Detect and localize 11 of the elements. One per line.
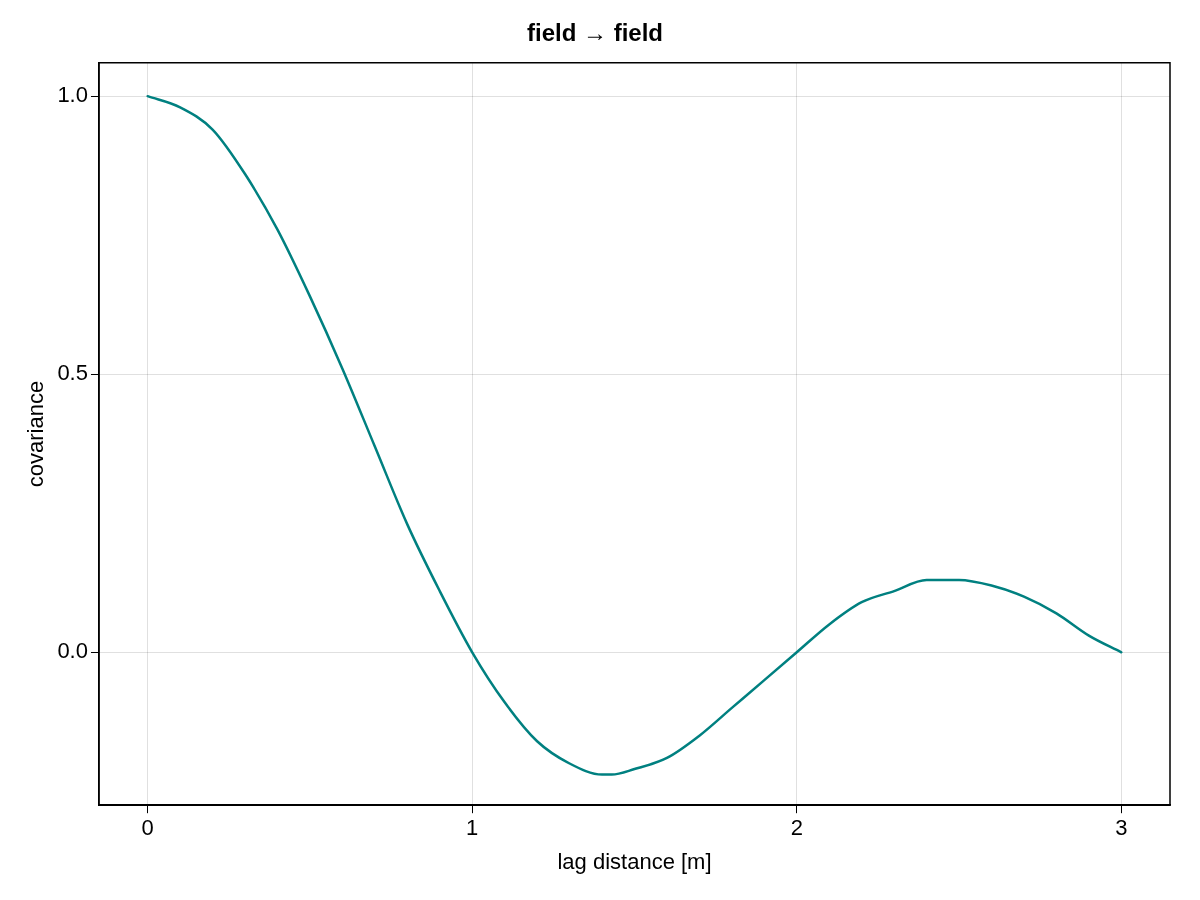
x-axis-title: lag distance [m] (557, 848, 712, 874)
chart-title: field → field (526, 19, 664, 47)
x-tick-label: 0 (141, 815, 154, 841)
x-tick-label: 2 (790, 815, 803, 841)
y-axis-title: covariance (23, 380, 49, 488)
line-series (146, 94, 1123, 776)
x-tick-label: 1 (466, 815, 479, 841)
y-tick-label: 0.0 (57, 638, 88, 664)
x-tick-label: 3 (1115, 815, 1128, 841)
y-tick-label: 0.5 (57, 360, 88, 386)
y-tick-label: 1.0 (57, 82, 88, 108)
